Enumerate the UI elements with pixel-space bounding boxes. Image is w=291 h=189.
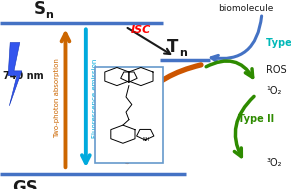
Text: ISC: ISC: [131, 25, 151, 35]
Text: n: n: [45, 10, 53, 20]
Text: n: n: [179, 48, 187, 58]
Text: NH: NH: [143, 137, 150, 142]
Text: Two-photon absorption: Two-photon absorption: [54, 58, 60, 138]
Text: GS: GS: [12, 179, 37, 189]
Text: Type II: Type II: [238, 114, 274, 124]
Text: Fluorescence emission: Fluorescence emission: [92, 59, 97, 138]
FancyBboxPatch shape: [95, 67, 163, 163]
Text: ROS: ROS: [266, 65, 287, 75]
Text: ³O₂: ³O₂: [266, 158, 282, 167]
Text: S: S: [33, 0, 45, 18]
Polygon shape: [8, 43, 22, 106]
Text: biomolecule: biomolecule: [218, 4, 274, 13]
Text: T: T: [167, 38, 179, 56]
Text: Type I: Type I: [266, 39, 291, 48]
Text: 740 nm: 740 nm: [3, 71, 44, 81]
Text: ¹O₂: ¹O₂: [266, 86, 282, 96]
